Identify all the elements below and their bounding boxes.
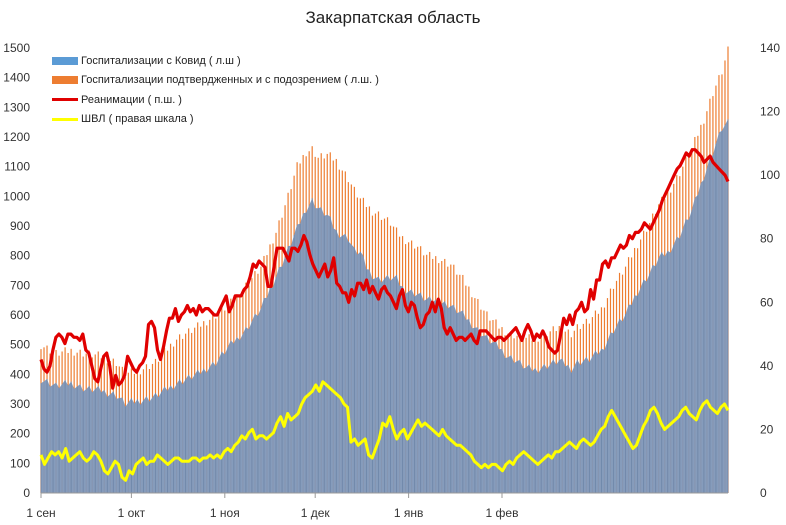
right-tick-label: 120 — [760, 105, 780, 119]
legend-label: ШВЛ ( правая шкала ) — [81, 113, 194, 126]
left-tick-label: 800 — [10, 249, 30, 263]
x-tick-label: 1 дек — [301, 506, 331, 520]
left-tick-label: 300 — [10, 397, 30, 411]
x-tick-label: 1 окт — [118, 506, 146, 520]
line-series — [39, 148, 730, 482]
line-ventilation — [39, 380, 730, 482]
x-tick-label: 1 сен — [26, 506, 55, 520]
legend-label: Госпитализации подтвердженных и с подозр… — [81, 74, 379, 87]
left-tick-label: 700 — [10, 278, 30, 292]
legend-label: Реанимации ( п.ш. ) — [81, 93, 182, 106]
legend-swatch — [52, 56, 78, 65]
area-series-covid — [40, 119, 729, 493]
x-tick-label: 1 фев — [486, 506, 519, 520]
right-tick-label: 100 — [760, 168, 780, 182]
right-tick-label: 80 — [760, 232, 774, 246]
right-tick-label: 140 — [760, 41, 780, 55]
right-tick-label: 40 — [760, 359, 774, 373]
legend: Госпитализации с Ковид ( л.ш ) Госпитализ… — [52, 51, 379, 129]
left-tick-label: 900 — [10, 219, 30, 233]
left-tick-label: 1100 — [4, 160, 30, 174]
chart-title: Закарпатская область — [305, 8, 481, 27]
legend-swatch — [52, 98, 78, 102]
legend-label: Госпитализации с Ковид ( л.ш ) — [81, 54, 241, 67]
legend-item: Госпитализации с Ковид ( л.ш ) — [52, 51, 379, 71]
right-tick-label: 60 — [760, 295, 774, 309]
axes: 0100200300400500600700800900100011001200… — [3, 41, 780, 520]
left-tick-label: 400 — [10, 367, 30, 381]
legend-item: Госпитализации подтвердженных и с подозр… — [52, 71, 379, 91]
legend-item: ШВЛ ( правая шкала ) — [52, 110, 379, 130]
x-tick-label: 1 ноя — [210, 506, 240, 520]
left-tick-label: 1500 — [3, 41, 30, 55]
left-tick-label: 100 — [10, 456, 30, 470]
legend-item: Реанимации ( п.ш. ) — [52, 90, 379, 110]
left-tick-label: 1200 — [3, 130, 30, 144]
right-tick-label: 20 — [760, 422, 774, 436]
left-tick-label: 1000 — [3, 189, 30, 203]
right-tick-label: 0 — [760, 486, 767, 500]
left-tick-label: 600 — [10, 308, 30, 322]
left-tick-label: 500 — [10, 338, 30, 352]
left-tick-label: 1400 — [3, 71, 30, 85]
line-icu — [39, 148, 730, 390]
legend-swatch — [52, 76, 78, 85]
x-tick-label: 1 янв — [394, 506, 424, 520]
left-tick-label: 1300 — [3, 100, 30, 114]
left-tick-label: 0 — [23, 486, 30, 500]
legend-swatch — [52, 117, 78, 121]
left-tick-label: 200 — [10, 427, 30, 441]
